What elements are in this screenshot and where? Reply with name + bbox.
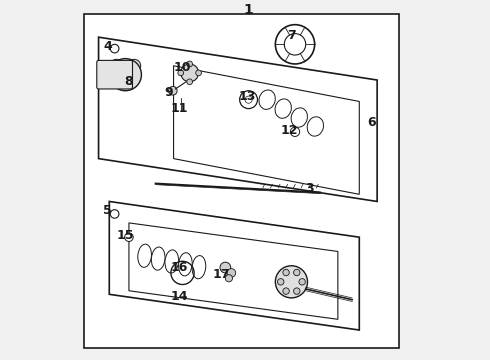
Text: 6: 6	[368, 116, 376, 129]
Circle shape	[294, 288, 300, 294]
Circle shape	[283, 288, 289, 294]
Ellipse shape	[151, 247, 165, 270]
Circle shape	[128, 59, 141, 72]
Polygon shape	[173, 66, 359, 194]
Polygon shape	[109, 202, 359, 330]
Text: 8: 8	[124, 75, 133, 88]
Circle shape	[220, 262, 231, 273]
Polygon shape	[98, 37, 377, 202]
Circle shape	[187, 61, 193, 67]
Circle shape	[110, 59, 123, 72]
Circle shape	[283, 269, 289, 276]
FancyBboxPatch shape	[97, 60, 132, 89]
Text: 12: 12	[281, 123, 298, 136]
Ellipse shape	[192, 256, 206, 279]
Circle shape	[291, 127, 300, 136]
Circle shape	[245, 96, 252, 103]
Circle shape	[124, 233, 133, 242]
Text: 1: 1	[244, 3, 253, 17]
Circle shape	[110, 44, 119, 53]
Circle shape	[181, 64, 198, 82]
Circle shape	[178, 70, 184, 76]
Circle shape	[169, 86, 177, 95]
Circle shape	[119, 77, 132, 90]
Text: 3: 3	[305, 183, 314, 195]
Text: 13: 13	[238, 90, 255, 103]
Text: 10: 10	[174, 61, 191, 74]
Circle shape	[196, 70, 201, 76]
Text: 15: 15	[117, 229, 134, 242]
Text: 7: 7	[287, 29, 296, 42]
Text: 17: 17	[213, 268, 230, 281]
Bar	[84, 14, 398, 348]
Polygon shape	[129, 223, 338, 319]
Text: 14: 14	[170, 289, 188, 303]
Circle shape	[240, 91, 258, 109]
Ellipse shape	[307, 117, 323, 136]
Ellipse shape	[259, 90, 275, 109]
Circle shape	[294, 269, 300, 276]
Ellipse shape	[178, 253, 192, 276]
Ellipse shape	[165, 250, 179, 273]
Circle shape	[299, 279, 305, 285]
Ellipse shape	[275, 99, 292, 118]
Circle shape	[227, 269, 236, 277]
Circle shape	[110, 210, 119, 218]
Ellipse shape	[291, 108, 307, 127]
Text: 11: 11	[170, 102, 188, 115]
Text: 5: 5	[103, 204, 112, 217]
Circle shape	[284, 33, 306, 55]
Circle shape	[225, 275, 232, 282]
Text: 4: 4	[103, 40, 112, 53]
Text: 9: 9	[164, 86, 172, 99]
Circle shape	[187, 79, 193, 85]
Circle shape	[109, 59, 142, 91]
Ellipse shape	[138, 244, 151, 267]
Text: 16: 16	[170, 261, 188, 274]
Circle shape	[277, 279, 284, 285]
Circle shape	[275, 25, 315, 64]
Circle shape	[275, 266, 308, 298]
